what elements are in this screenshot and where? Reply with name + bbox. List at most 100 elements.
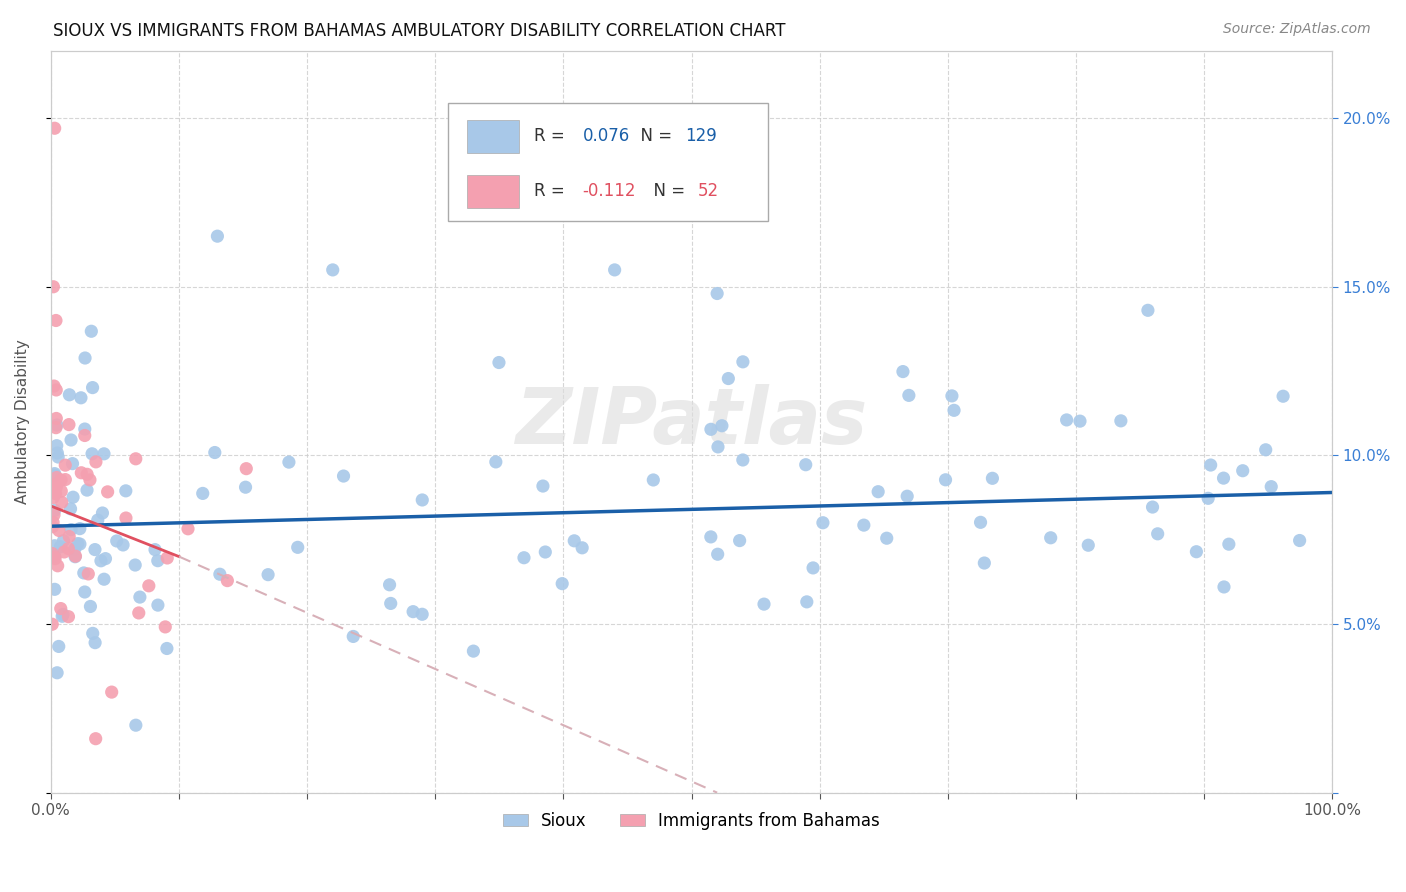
Point [794, 458, 817, 472]
Point [46, 665, 69, 680]
Point [235, 461, 257, 475]
Point [44, 539, 66, 553]
Point [59, 501, 82, 516]
Point [58, 388, 80, 402]
Point [138, 579, 160, 593]
Point [1142, 500, 1164, 514]
Point [143, 542, 166, 557]
Point [44, 503, 66, 517]
Text: R =: R = [534, 128, 569, 145]
Point [69, 537, 91, 551]
Point [342, 630, 364, 644]
Point [53, 473, 76, 487]
Point [411, 493, 433, 508]
Point [70, 391, 93, 405]
Point [73, 351, 96, 365]
Bar [467, 175, 519, 208]
Bar [467, 120, 519, 153]
Point [60, 433, 83, 447]
Point [80, 324, 103, 338]
Point [115, 511, 138, 525]
Point [44, 486, 66, 500]
Point [156, 641, 179, 656]
Point [378, 578, 401, 592]
Point [105, 533, 128, 548]
Point [46, 450, 69, 464]
Point [58, 417, 80, 432]
Point [124, 558, 146, 572]
Point [93, 447, 115, 461]
Point [463, 644, 485, 658]
Point [87, 513, 110, 527]
Point [93, 572, 115, 586]
Text: ZIPatlas: ZIPatlas [516, 384, 868, 459]
Point [488, 355, 510, 369]
Point [73, 428, 96, 442]
Point [73, 566, 96, 580]
Point [868, 484, 890, 499]
Point [146, 554, 169, 568]
Point [1260, 480, 1282, 494]
Point [156, 551, 179, 566]
Point [51, 495, 73, 509]
Point [82, 626, 104, 640]
Point [45, 479, 67, 493]
Point [58, 609, 80, 624]
Point [80, 447, 103, 461]
Point [943, 403, 966, 417]
Point [41, 617, 63, 632]
Point [217, 574, 239, 588]
Point [969, 516, 991, 530]
Text: 129: 129 [685, 128, 717, 145]
Point [1218, 537, 1240, 551]
Point [73, 585, 96, 599]
Point [49, 601, 72, 615]
Point [44, 549, 66, 563]
Point [1185, 545, 1208, 559]
Point [1197, 491, 1219, 506]
Point [114, 483, 136, 498]
Point [257, 567, 280, 582]
Y-axis label: Ambulatory Disability: Ambulatory Disability [15, 339, 30, 504]
Point [1069, 414, 1091, 428]
Point [112, 538, 135, 552]
Point [981, 471, 1004, 485]
Point [58, 529, 80, 543]
Point [46, 558, 69, 573]
Point [801, 561, 824, 575]
Point [84, 635, 107, 649]
Point [935, 473, 957, 487]
Point [65, 549, 87, 563]
Legend: Sioux, Immigrants from Bahamas: Sioux, Immigrants from Bahamas [496, 805, 887, 837]
Text: N =: N = [630, 128, 678, 145]
Point [44, 468, 66, 483]
Point [1077, 538, 1099, 552]
Point [128, 606, 150, 620]
Point [287, 541, 309, 555]
Point [42, 478, 65, 492]
Point [45, 417, 67, 432]
Point [603, 263, 626, 277]
Point [562, 533, 585, 548]
Point [45, 470, 67, 484]
Point [1039, 531, 1062, 545]
Text: -0.112: -0.112 [582, 182, 636, 201]
Point [63, 541, 86, 556]
Point [41, 519, 63, 533]
Point [63, 549, 86, 564]
Point [322, 263, 344, 277]
Text: R =: R = [534, 182, 569, 201]
Point [45, 383, 67, 397]
Point [1254, 442, 1277, 457]
Point [700, 422, 723, 436]
Text: 52: 52 [697, 182, 718, 201]
Point [177, 522, 200, 536]
Point [45, 313, 67, 327]
Point [1056, 413, 1078, 427]
Point [204, 445, 226, 459]
Point [60, 523, 83, 537]
Point [90, 554, 112, 568]
Point [1212, 471, 1234, 485]
Point [42, 379, 65, 393]
Point [77, 566, 100, 581]
